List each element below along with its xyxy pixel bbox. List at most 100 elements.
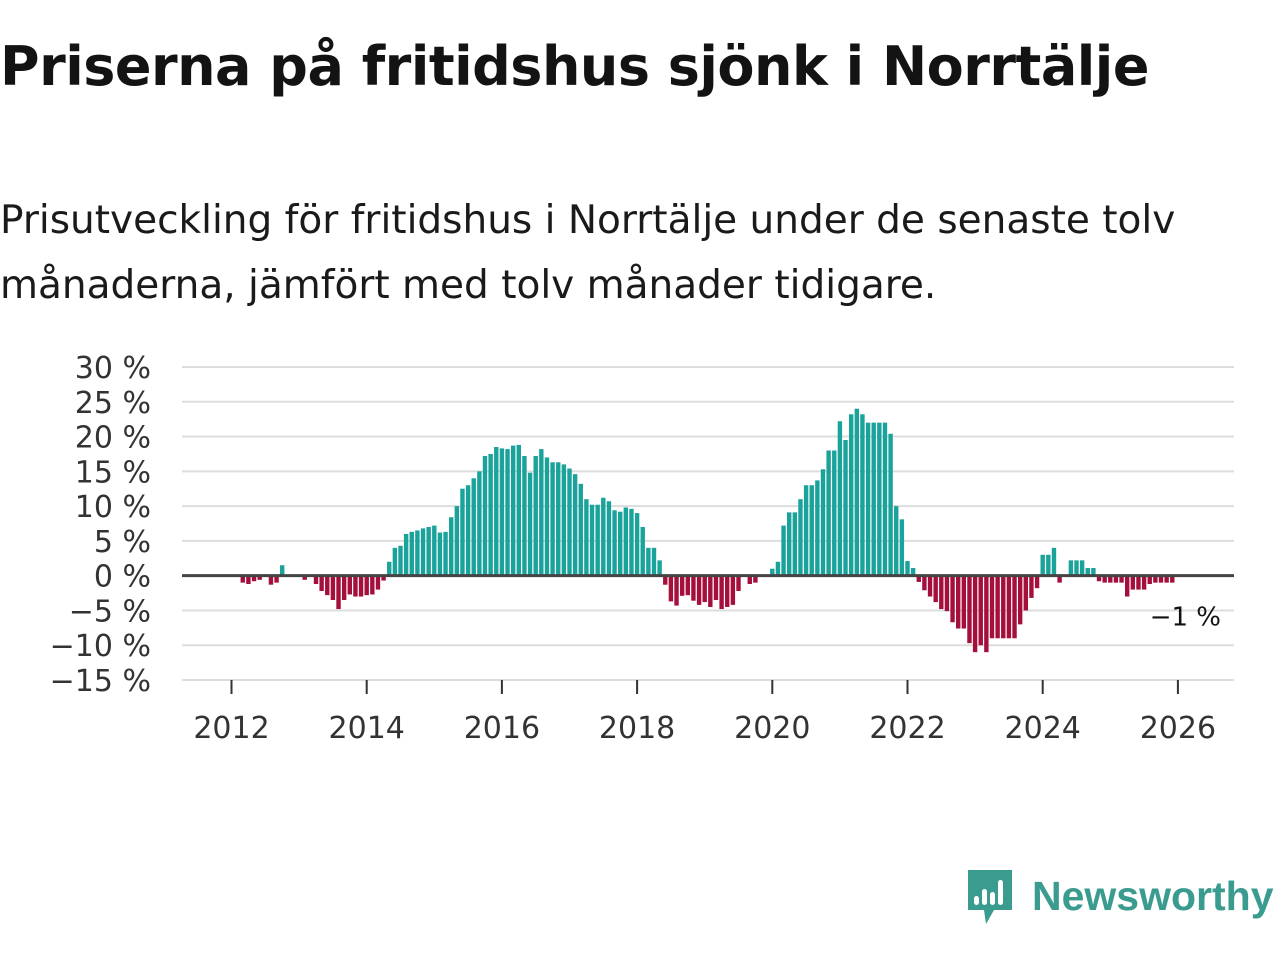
bar-negative <box>967 575 972 644</box>
bar-positive <box>460 488 465 576</box>
bar-negative <box>375 575 381 590</box>
bar-positive <box>432 525 437 576</box>
bar-positive <box>618 511 623 576</box>
bar-negative <box>358 575 364 597</box>
bar-negative <box>708 575 713 607</box>
bar-negative <box>663 575 668 585</box>
bar-positive <box>1040 554 1045 576</box>
bar-negative <box>944 575 950 612</box>
y-tick-label: 0 % <box>94 560 151 595</box>
bar-negative <box>696 575 702 605</box>
bar-positive <box>629 508 634 576</box>
bar-positive <box>527 472 533 576</box>
bar-negative <box>330 575 336 601</box>
bar-positive <box>420 528 426 576</box>
y-tick-label: 30 % <box>75 351 151 386</box>
bar-negative <box>1147 575 1152 585</box>
bar-positive <box>657 560 662 576</box>
bar-negative <box>341 575 347 601</box>
bar-negative <box>1017 575 1023 625</box>
bar-negative <box>251 575 257 582</box>
bar-positive <box>634 513 640 576</box>
bar-positive <box>775 561 781 576</box>
bar-negative <box>984 575 989 653</box>
x-tick-label: 2018 <box>599 711 675 746</box>
bar-negative <box>1113 575 1119 583</box>
bar-positive <box>843 440 848 576</box>
bar-negative <box>995 575 1000 639</box>
bar-negative <box>302 575 307 580</box>
bar-positive <box>792 512 798 576</box>
bar-positive <box>449 517 454 576</box>
bar-positive <box>454 506 460 576</box>
bar-positive <box>589 504 595 576</box>
bar-positive <box>803 485 809 576</box>
bar-negative <box>364 575 369 596</box>
bar-positive <box>1091 568 1096 576</box>
bar-negative <box>1034 575 1040 589</box>
bar-positive <box>578 483 583 576</box>
bar-negative <box>978 575 983 646</box>
x-tick-label: 2014 <box>329 711 405 746</box>
bar-positive <box>640 526 645 576</box>
bar-positive <box>871 422 876 576</box>
bar-positive <box>471 478 476 576</box>
bar-negative <box>730 575 736 605</box>
bar-negative <box>922 575 927 591</box>
bar-negative <box>916 575 921 582</box>
bar-positive <box>494 446 499 576</box>
bar-negative <box>347 575 352 595</box>
bar-negative <box>257 575 262 580</box>
bar-positive <box>781 525 786 576</box>
bar-positive <box>854 408 859 576</box>
bar-negative <box>691 575 696 601</box>
bar-positive <box>910 568 916 576</box>
bar-negative <box>1130 575 1136 590</box>
x-tick-label: 2012 <box>193 711 269 746</box>
bar-positive <box>572 474 578 576</box>
bar-positive <box>409 531 414 576</box>
bar-positive <box>1051 547 1057 576</box>
x-tick-label: 2022 <box>869 711 945 746</box>
bar-positive <box>815 480 820 576</box>
bar-positive <box>392 547 398 576</box>
bar-negative <box>747 575 752 585</box>
bar-positive <box>877 422 882 576</box>
bar-positive <box>1068 560 1074 576</box>
bar-positive <box>770 568 775 576</box>
bar-positive <box>646 547 651 576</box>
bar-positive <box>387 561 392 576</box>
bar-negative <box>240 575 245 583</box>
bar-positive <box>280 565 285 576</box>
y-tick-label: 10 % <box>75 490 151 525</box>
bar-positive <box>606 501 612 576</box>
bar-positive <box>787 512 792 576</box>
bar-positive <box>510 445 516 576</box>
y-tick-label: 5 % <box>94 525 151 560</box>
x-tick-label: 2020 <box>734 711 810 746</box>
bar-negative <box>956 575 961 629</box>
bar-negative <box>1119 575 1124 583</box>
bar-series <box>240 408 1175 653</box>
y-tick-label: 15 % <box>75 455 151 490</box>
y-tick-label: 20 % <box>75 421 151 456</box>
bar-negative <box>950 575 955 623</box>
newsworthy-brand: Newsworthy <box>964 864 1274 928</box>
bar-negative <box>1153 575 1158 583</box>
bar-positive <box>623 507 629 576</box>
bar-negative <box>1057 575 1062 583</box>
chart-subtitle: Prisutveckling för fritidshus i Norrtälj… <box>0 198 1176 308</box>
x-tick-label: 2024 <box>1005 711 1081 746</box>
bar-negative <box>679 575 685 596</box>
bar-negative <box>1158 575 1164 583</box>
bar-positive <box>516 444 521 576</box>
bar-negative <box>927 575 933 597</box>
bar-negative <box>989 575 995 639</box>
bar-positive <box>505 449 510 576</box>
chart-title: Priserna på fritidshus sjönk i Norrtälje <box>0 35 1149 98</box>
bar-negative <box>1001 575 1006 639</box>
bar-positive <box>398 545 403 576</box>
bar-negative <box>1023 575 1028 611</box>
bar-positive <box>882 422 888 576</box>
bar-positive <box>1074 560 1079 576</box>
